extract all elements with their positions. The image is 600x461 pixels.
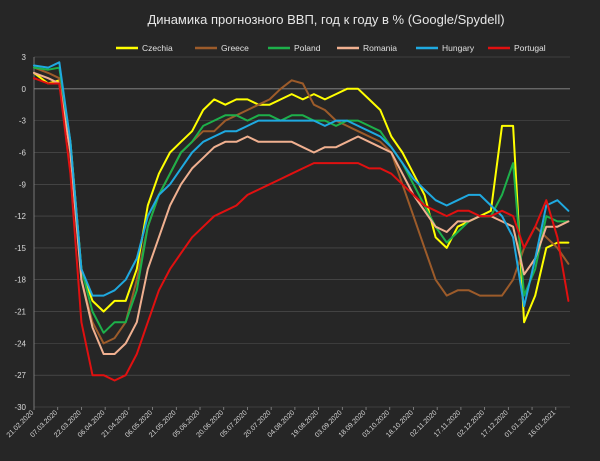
y-tick-label: -21 — [14, 308, 26, 317]
y-tick-label: -6 — [19, 148, 27, 157]
chart-title: Динамика прогнозного ВВП, год к году в %… — [147, 12, 504, 27]
legend-label-poland: Poland — [294, 43, 321, 53]
y-tick-label: 0 — [22, 85, 27, 94]
y-tick-label: 3 — [22, 53, 27, 62]
series-line-portugal — [33, 77, 570, 382]
y-tick-label: -9 — [19, 180, 27, 189]
series-line-hungary — [33, 61, 570, 308]
legend-label-czechia: Czechia — [142, 43, 173, 53]
y-tick-label: -24 — [14, 339, 26, 348]
y-tick-label: -12 — [14, 212, 26, 221]
y-tick-label: -3 — [19, 117, 27, 126]
legend-label-hungary: Hungary — [442, 43, 475, 53]
y-tick-label: -15 — [14, 244, 26, 253]
y-tick-label: -30 — [14, 403, 26, 412]
legend-label-romania: Romania — [363, 43, 397, 53]
chart-legend: Czechia Greece Poland Romania Hungary Portuga… — [116, 43, 546, 53]
y-tick-label: -27 — [14, 371, 26, 380]
series-lines — [33, 61, 570, 382]
legend-label-greece: Greece — [221, 43, 249, 53]
y-axis-ticks: 3 0 -3 -6 -9 -12 -15 -18 -21 -24 -27 -30 — [14, 53, 26, 412]
y-tick-label: -18 — [14, 276, 26, 285]
legend-label-portugal: Portugal — [514, 43, 546, 53]
